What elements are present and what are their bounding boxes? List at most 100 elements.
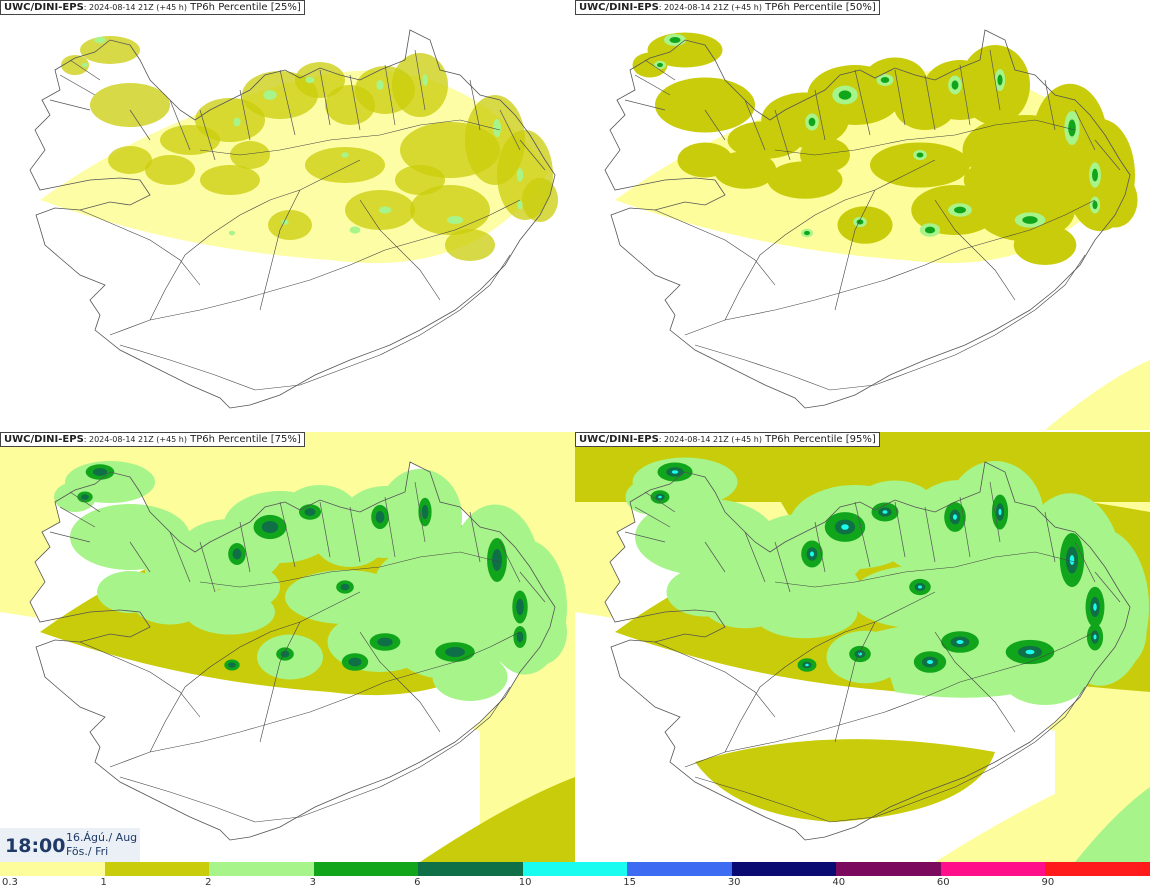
fjord-line (349, 74, 361, 131)
precip-cell-high (233, 117, 241, 127)
fjord-line (924, 506, 936, 563)
precip-cell-high (516, 168, 524, 182)
fjord-line (129, 541, 151, 573)
precip-cell-core (340, 583, 350, 591)
legend-swatch (836, 862, 942, 876)
fjord-line (814, 521, 826, 573)
panel-title: UWC/DINI-EPS: 2024-08-14 21Z (+45 h) TP6… (575, 0, 880, 15)
fjord-line (519, 571, 546, 603)
fjord-line (519, 139, 546, 171)
fjord-line (349, 506, 361, 563)
fjord-line (624, 531, 666, 543)
fjord-line (414, 49, 426, 111)
road-line (149, 591, 361, 753)
precip-cell (145, 155, 195, 185)
precip-cell (632, 52, 668, 78)
precip-cell (395, 165, 445, 195)
precip-cell-core (1022, 216, 1038, 224)
legend-tick-label: 2 (205, 877, 212, 888)
fjord-line (49, 531, 91, 543)
precip-cell (432, 653, 508, 701)
precip-cell-core (916, 152, 924, 158)
legend-swatch (0, 862, 105, 876)
fjord-line (239, 521, 251, 573)
coastline (604, 29, 1131, 409)
precip-cell-peak (810, 551, 814, 557)
precip-cell (625, 479, 675, 515)
legend-swatch (627, 862, 733, 876)
road-line (119, 254, 511, 391)
fjord-line (744, 531, 766, 583)
precip-cell-core (657, 62, 663, 68)
precip-cell (200, 165, 260, 195)
precip-cell (220, 566, 280, 608)
precip-cell-high (517, 200, 523, 210)
map-panel-p95: UWC/DINI-EPS: 2024-08-14 21Z (+45 h) TP6… (575, 432, 1150, 862)
road-line (109, 631, 521, 768)
precip-cell (268, 210, 312, 240)
precip-cell-peak (1025, 649, 1035, 655)
road-line (774, 119, 1076, 156)
precip-cell-core (951, 80, 959, 90)
map-panel-p50: UWC/DINI-EPS: 2024-08-14 21Z (+45 h) TP6… (575, 0, 1150, 430)
precip-cell-core (808, 117, 816, 127)
precip-cell-peak (953, 514, 957, 520)
precip-cell-core (880, 77, 890, 83)
precip-cell (61, 55, 89, 75)
road-line (359, 631, 441, 733)
precip-cell (963, 161, 1027, 199)
precip-cell-peak (882, 510, 888, 514)
precip-cell-core (954, 206, 966, 214)
precip-cell-high (263, 90, 277, 100)
precip-cell-high (228, 230, 236, 236)
fjord-line (894, 501, 906, 558)
precip-cell-core (280, 650, 290, 658)
precip-cell (392, 53, 448, 117)
road-line (119, 686, 511, 823)
precip-cell-core (375, 510, 385, 524)
precip-cell-high (376, 80, 384, 90)
precip-cell (410, 185, 490, 235)
fjord-line (1074, 541, 1096, 583)
fjord-line (989, 49, 1001, 111)
fjord-line (59, 506, 96, 528)
precip-cell-peak (927, 660, 933, 664)
precip-cell-core (81, 494, 89, 500)
fjord-line (69, 59, 101, 81)
fjord-line (959, 64, 971, 126)
valid-date: 16.Ágú./ Aug Fös./ Fri (66, 831, 138, 858)
legend-swatch (940, 862, 1046, 876)
precip-cell-core (516, 598, 524, 616)
map-panel-p75: UWC/DINI-EPS: 2024-08-14 21Z (+45 h) TP6… (0, 432, 575, 862)
precip-cell (295, 62, 345, 98)
fjord-line (49, 99, 91, 111)
precip-cell-core (669, 37, 681, 43)
fjord-line (854, 69, 871, 136)
coastline (29, 29, 556, 409)
precip-field (1075, 787, 1150, 862)
fjord-line (469, 79, 481, 131)
precip-cell-core (421, 504, 429, 520)
precip-cell-core (92, 468, 108, 476)
precip-cell-core (261, 520, 279, 534)
road-line (724, 591, 936, 753)
legend-tick-label: 1 (100, 877, 107, 888)
precip-cell (230, 141, 270, 169)
road-line (149, 159, 361, 321)
panel-title: UWC/DINI-EPS: 2024-08-14 21Z (+45 h) TP6… (0, 0, 305, 15)
fjord-line (169, 99, 191, 151)
precip-cell (285, 570, 405, 624)
precip-cell-core (997, 74, 1003, 86)
legend-swatch (1045, 862, 1150, 876)
legend-swatch (209, 862, 315, 876)
precip-map (29, 29, 558, 409)
precip-cell-peak (998, 508, 1002, 516)
precip-cell (655, 77, 755, 133)
precip-cell-core (1092, 200, 1098, 210)
road-line (834, 621, 876, 743)
precip-cell-core (1092, 168, 1098, 182)
fjord-line (644, 59, 676, 81)
legend-tick-label: 3 (309, 877, 316, 888)
precip-cell-peak (1093, 603, 1097, 611)
precip-cell (305, 147, 385, 183)
